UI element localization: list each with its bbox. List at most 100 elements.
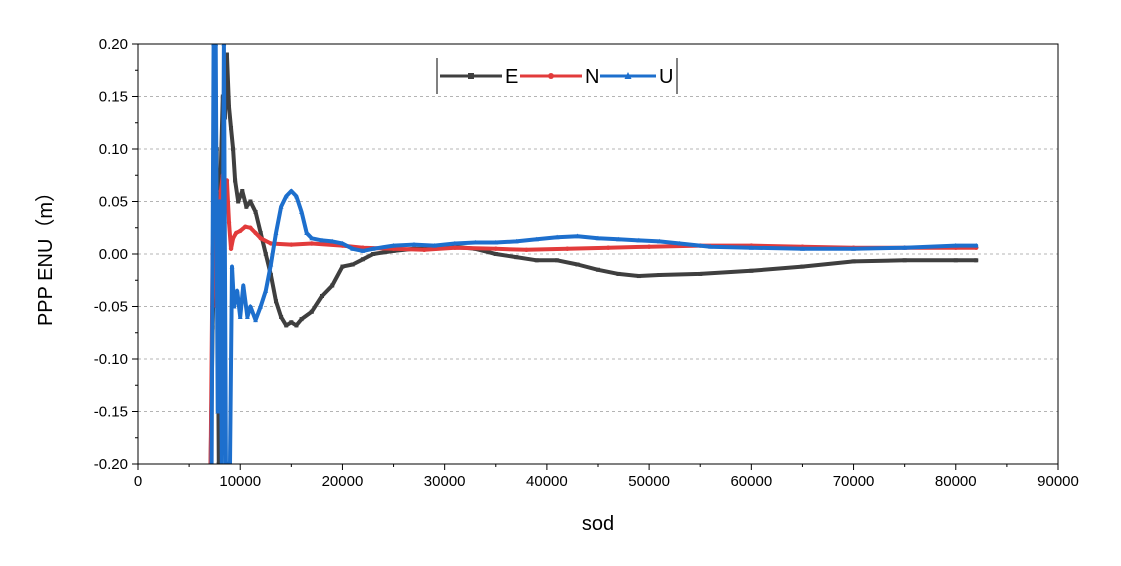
- data-point-E: [294, 323, 299, 328]
- data-point-U: [411, 241, 417, 247]
- data-point-U: [244, 314, 250, 319]
- data-point-N: [228, 246, 234, 251]
- y-tick-label: 0.05: [99, 194, 128, 211]
- data-point-U: [278, 204, 284, 209]
- y-tick-label: -0.20: [94, 456, 128, 473]
- data-point-U: [973, 243, 979, 248]
- data-point-U: [800, 246, 805, 251]
- legend-label-U: U: [659, 66, 673, 88]
- data-point-N: [493, 246, 498, 251]
- data-point-U: [595, 235, 601, 241]
- data-point-N: [258, 236, 263, 241]
- data-point-E: [953, 258, 958, 263]
- y-tick-label: 0.10: [99, 141, 128, 158]
- data-point-U: [708, 244, 713, 249]
- data-point-U: [360, 248, 366, 253]
- data-point-U: [228, 461, 232, 464]
- axes: 0 10000 20000 30000 40000 50000 60000 70000 8000…: [94, 36, 1079, 490]
- data-point-E: [263, 252, 268, 256]
- data-point-E: [289, 320, 294, 325]
- data-point-E: [340, 264, 345, 269]
- data-point-E: [698, 271, 703, 276]
- data-point-E: [244, 204, 249, 209]
- legend-marker-U: [624, 72, 632, 79]
- data-point-N: [524, 247, 529, 252]
- data-point-E: [493, 252, 498, 256]
- grid: [138, 43, 1058, 465]
- data-point-U: [636, 237, 642, 243]
- data-point-U: [253, 317, 258, 323]
- data-point-U: [268, 261, 274, 267]
- data-point-E: [534, 258, 539, 263]
- data-point-U: [391, 243, 396, 248]
- data-point-E: [360, 257, 365, 262]
- data-point-E: [902, 258, 907, 263]
- data-point-U: [534, 236, 540, 242]
- data-point-E: [274, 299, 278, 304]
- data-point-U: [370, 246, 376, 251]
- data-point-U: [229, 264, 235, 269]
- data-point-U: [258, 303, 264, 309]
- data-point-U: [432, 243, 437, 248]
- data-point-E: [657, 273, 662, 277]
- data-point-N: [422, 247, 427, 252]
- series-line-E: [208, 52, 979, 464]
- y-tick-label: -0.05: [94, 299, 128, 316]
- data-point-U: [616, 236, 621, 242]
- data-point-E: [749, 268, 754, 273]
- x-tick-label: 80000: [935, 473, 977, 490]
- legend-label-N: N: [585, 66, 599, 88]
- data-point-E: [224, 52, 229, 57]
- data-point-U: [452, 240, 458, 246]
- y-tick-label: -0.10: [94, 351, 128, 368]
- data-point-U: [234, 288, 240, 293]
- data-point-E: [596, 267, 600, 272]
- data-point-E: [229, 126, 234, 130]
- data-point-U: [237, 314, 243, 319]
- data-point-U: [656, 238, 662, 244]
- data-point-U: [288, 188, 294, 193]
- data-point-E: [616, 271, 621, 276]
- data-point-U: [226, 461, 230, 464]
- x-tick-label: 0: [134, 473, 142, 490]
- data-point-U: [554, 234, 560, 240]
- data-point-U: [294, 193, 299, 199]
- data-point-U: [472, 239, 478, 245]
- data-point-U: [217, 198, 223, 204]
- data-point-E: [636, 274, 641, 279]
- legend-marker-E: [468, 73, 474, 79]
- data-point-U: [240, 282, 246, 288]
- data-point-U: [319, 237, 325, 243]
- data-point-E: [350, 262, 355, 267]
- data-point-N: [565, 246, 570, 251]
- x-axis-title: sod: [582, 513, 614, 535]
- data-point-E: [800, 264, 805, 269]
- data-point-N: [606, 245, 611, 250]
- data-point-E: [371, 252, 376, 256]
- legend-marker-N: [548, 73, 554, 79]
- data-point-U: [231, 303, 237, 309]
- data-point-E: [974, 258, 979, 263]
- data-point-E: [299, 317, 304, 322]
- data-point-U: [210, 461, 213, 464]
- data-point-U: [329, 238, 335, 244]
- y-axis-title: PPP ENU（m）: [34, 182, 57, 326]
- data-point-E: [240, 189, 245, 193]
- data-point-E: [226, 105, 231, 109]
- legend-label-E: E: [505, 66, 518, 88]
- x-tick-label: 30000: [424, 473, 466, 490]
- data-point-N: [646, 244, 652, 249]
- data-point-N: [248, 225, 253, 230]
- data-point-N: [452, 245, 458, 250]
- data-point-E: [330, 283, 335, 288]
- data-point-U: [350, 246, 356, 251]
- data-point-U: [513, 238, 519, 244]
- data-point-U: [273, 230, 279, 235]
- data-point-E: [555, 258, 560, 263]
- x-tick-label: 10000: [219, 473, 261, 490]
- data-point-E: [253, 210, 258, 214]
- series-layer: [208, 44, 979, 464]
- data-point-U: [304, 230, 310, 235]
- data-point-U: [902, 245, 908, 250]
